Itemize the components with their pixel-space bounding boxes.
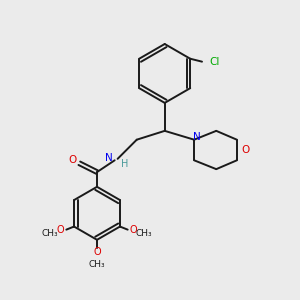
Text: CH₃: CH₃ (136, 230, 153, 238)
Text: CH₃: CH₃ (89, 260, 105, 269)
Text: O: O (57, 225, 64, 236)
Text: O: O (69, 155, 77, 165)
Text: N: N (193, 132, 200, 142)
Text: CH₃: CH₃ (41, 230, 58, 238)
Text: O: O (129, 225, 137, 236)
Text: N: N (105, 153, 112, 163)
Text: O: O (93, 247, 101, 256)
Text: O: O (241, 145, 249, 155)
Text: Cl: Cl (209, 57, 220, 67)
Text: H: H (121, 159, 128, 169)
